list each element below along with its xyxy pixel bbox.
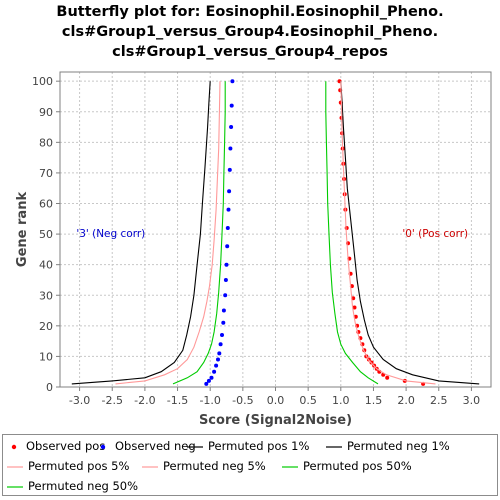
point-observed-neg-14 bbox=[225, 244, 230, 249]
point-observed-pos-2 bbox=[385, 375, 390, 380]
point-observed-neg-8 bbox=[220, 333, 224, 337]
x-tick-label-2: -2.0 bbox=[134, 394, 155, 407]
series-line-permuted-pos-50 bbox=[325, 81, 379, 385]
plot-border bbox=[59, 71, 492, 388]
y-tick-label-1: 10 bbox=[39, 350, 53, 363]
point-observed-neg-5 bbox=[216, 357, 220, 362]
legend-item-observed-neg: Observed neg bbox=[96, 438, 196, 454]
point-observed-neg-7 bbox=[218, 342, 223, 347]
legend-line-permuted-pos-50 bbox=[282, 465, 298, 468]
legend: Observed pos Observed neg Permuted pos 1… bbox=[2, 434, 498, 496]
point-observed-neg-18 bbox=[227, 167, 232, 172]
y-tick-label-8: 80 bbox=[39, 136, 53, 149]
legend-line-permuted-neg-1 bbox=[326, 445, 342, 448]
point-observed-neg-2 bbox=[209, 375, 214, 380]
point-observed-neg-13 bbox=[224, 262, 229, 267]
point-observed-neg-4 bbox=[214, 363, 219, 368]
legend-label-observed-pos: Observed pos bbox=[26, 439, 106, 453]
y-tick-label-9: 90 bbox=[39, 106, 53, 119]
legend-item-observed-pos: Observed pos bbox=[7, 438, 105, 454]
legend-marker-observed-pos bbox=[11, 444, 17, 449]
point-observed-neg-19 bbox=[228, 146, 233, 151]
y-tick-label-2: 20 bbox=[39, 320, 53, 333]
point-observed-neg-16 bbox=[226, 207, 231, 212]
point-observed-neg-20 bbox=[229, 125, 234, 129]
chart-title: Butterfly plot for: Eosinophil.Eosinophi… bbox=[0, 2, 500, 62]
point-observed-neg-17 bbox=[227, 189, 232, 194]
y-tick-label-5: 50 bbox=[39, 228, 53, 241]
legend-label-observed-neg: Observed neg bbox=[115, 439, 196, 453]
series-line-permuted-pos-5 bbox=[340, 81, 436, 385]
x-tick-label-7: 0.5 bbox=[299, 394, 317, 407]
x-tick-label-6: 0.0 bbox=[267, 394, 285, 407]
series-line-permuted-neg-50 bbox=[172, 81, 226, 385]
legend-item-permuted-neg-1: Permuted neg 1% bbox=[326, 438, 450, 454]
chart-title-line-1: Butterfly plot for: Eosinophil.Eosinophi… bbox=[56, 4, 444, 20]
x-tick-label-5: -0.5 bbox=[232, 394, 253, 407]
legend-marker-observed-neg bbox=[100, 444, 106, 449]
point-observed-neg-21 bbox=[229, 103, 234, 108]
x-tick-label-8: 1.0 bbox=[332, 394, 350, 407]
y-tick-label-6: 60 bbox=[39, 198, 53, 211]
legend-line-permuted-pos-5 bbox=[7, 465, 23, 468]
y-tick-label-7: 70 bbox=[39, 167, 53, 180]
x-tick-label-3: -1.5 bbox=[167, 394, 188, 407]
x-tick-label-4: -1.0 bbox=[199, 394, 220, 407]
y-tick-label-4: 40 bbox=[39, 259, 53, 272]
x-axis-label: Score (Signal2Noise) bbox=[199, 413, 352, 428]
x-tick-label-11: 2.5 bbox=[430, 394, 448, 407]
x-tick-label-0: -3.0 bbox=[69, 394, 90, 407]
chart-title-line-3: cls#Group1_versus_Group4_repos bbox=[112, 44, 388, 60]
y-axis-label: Gene rank bbox=[15, 192, 30, 268]
annotation-0: '3' (Neg corr) bbox=[76, 228, 145, 240]
series-line-permuted-pos-1 bbox=[340, 81, 480, 385]
y-tick-label-3: 30 bbox=[39, 289, 53, 302]
legend-item-permuted-pos-5: Permuted pos 5% bbox=[7, 458, 129, 474]
legend-line-permuted-neg-50 bbox=[7, 485, 23, 488]
point-observed-pos-16 bbox=[352, 305, 357, 310]
y-tick-label-0: 0 bbox=[46, 381, 53, 394]
legend-item-permuted-pos-50: Permuted pos 50% bbox=[282, 458, 412, 474]
series-line-permuted-neg-1 bbox=[71, 81, 211, 385]
legend-label-permuted-neg-5: Permuted neg 5% bbox=[163, 459, 266, 473]
legend-label-permuted-pos-1: Permuted pos 1% bbox=[208, 439, 310, 453]
x-tick-label-1: -2.5 bbox=[102, 394, 123, 407]
x-tick-label-9: 1.5 bbox=[365, 394, 383, 407]
point-observed-neg-22 bbox=[230, 79, 235, 84]
point-observed-neg-9 bbox=[221, 320, 226, 325]
legend-label-permuted-neg-1: Permuted neg 1% bbox=[347, 439, 450, 453]
legend-label-permuted-pos-50: Permuted pos 50% bbox=[303, 459, 412, 473]
y-tick-label-10: 100 bbox=[32, 75, 53, 88]
point-observed-neg-11 bbox=[223, 293, 228, 298]
x-tick-label-12: 3.0 bbox=[463, 394, 481, 407]
legend-label-permuted-neg-50: Permuted neg 50% bbox=[28, 479, 139, 493]
legend-line-permuted-pos-1 bbox=[187, 445, 203, 448]
point-observed-pos-22 bbox=[344, 226, 349, 230]
legend-item-permuted-neg-5: Permuted neg 5% bbox=[142, 458, 266, 474]
annotation-1: '0' (Pos corr) bbox=[402, 228, 468, 240]
legend-item-permuted-pos-1: Permuted pos 1% bbox=[187, 438, 309, 454]
butterfly-chart: -3.0 -2.5 -2.0 -1.5 -1.0 -0.5 0.0 0.5 1.0 1.5 2.0 2… bbox=[15, 71, 492, 428]
legend-item-permuted-neg-50: Permuted neg 50% bbox=[7, 478, 138, 494]
chart-title-line-2: cls#Group1_versus_Group4.Eosinophil_Phen… bbox=[61, 24, 439, 40]
legend-line-permuted-neg-5 bbox=[142, 465, 158, 468]
point-observed-neg-1 bbox=[206, 378, 211, 383]
point-observed-neg-0 bbox=[204, 381, 209, 386]
point-observed-neg-3 bbox=[212, 369, 217, 374]
series-line-permuted-neg-5 bbox=[115, 81, 221, 385]
point-observed-neg-12 bbox=[223, 278, 228, 282]
point-observed-neg-15 bbox=[225, 226, 230, 230]
point-observed-neg-6 bbox=[217, 351, 222, 356]
point-observed-neg-10 bbox=[221, 308, 226, 313]
x-tick-label-10: 2.0 bbox=[397, 394, 415, 407]
legend-label-permuted-pos-5: Permuted pos 5% bbox=[28, 459, 130, 473]
